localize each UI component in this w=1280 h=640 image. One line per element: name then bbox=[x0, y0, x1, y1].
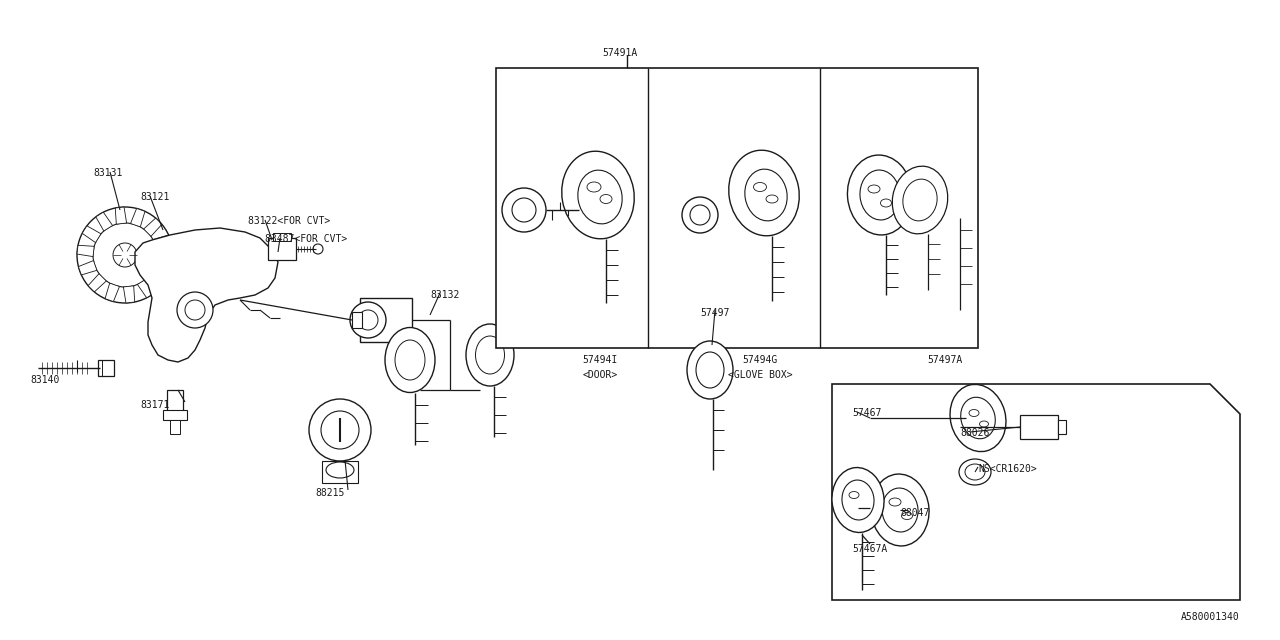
Bar bbox=[273, 233, 291, 241]
Polygon shape bbox=[137, 279, 154, 298]
Text: 88215: 88215 bbox=[315, 488, 344, 498]
Text: NS<CR1620>: NS<CR1620> bbox=[978, 464, 1037, 474]
Ellipse shape bbox=[961, 397, 996, 439]
Polygon shape bbox=[88, 274, 106, 292]
Ellipse shape bbox=[385, 328, 435, 392]
Polygon shape bbox=[143, 218, 163, 236]
Text: 57467: 57467 bbox=[852, 408, 882, 418]
Circle shape bbox=[186, 300, 205, 320]
Text: 57467A: 57467A bbox=[852, 544, 887, 554]
Ellipse shape bbox=[849, 492, 859, 499]
Ellipse shape bbox=[696, 352, 724, 388]
Text: 83131: 83131 bbox=[93, 168, 123, 178]
Ellipse shape bbox=[902, 179, 937, 221]
Ellipse shape bbox=[321, 411, 358, 449]
Ellipse shape bbox=[600, 195, 612, 204]
Bar bbox=[163, 410, 187, 420]
Ellipse shape bbox=[475, 336, 504, 374]
Ellipse shape bbox=[396, 340, 425, 380]
Bar bbox=[166, 390, 183, 418]
Circle shape bbox=[682, 197, 718, 233]
Ellipse shape bbox=[979, 421, 988, 427]
Circle shape bbox=[113, 243, 137, 267]
Circle shape bbox=[314, 244, 323, 254]
Ellipse shape bbox=[466, 324, 515, 386]
Ellipse shape bbox=[577, 170, 622, 224]
Bar bbox=[352, 312, 362, 328]
Bar bbox=[497, 68, 978, 348]
Polygon shape bbox=[115, 207, 127, 224]
Text: 88047: 88047 bbox=[900, 508, 929, 518]
Text: 57491A: 57491A bbox=[603, 48, 637, 58]
Polygon shape bbox=[77, 245, 95, 257]
Bar bbox=[268, 238, 296, 260]
Polygon shape bbox=[156, 253, 173, 265]
Polygon shape bbox=[105, 283, 119, 301]
Polygon shape bbox=[123, 286, 134, 303]
Ellipse shape bbox=[326, 462, 355, 478]
Text: 83140: 83140 bbox=[29, 375, 59, 385]
Ellipse shape bbox=[562, 151, 635, 239]
Bar bbox=[99, 360, 114, 376]
Ellipse shape bbox=[754, 182, 767, 191]
Text: 88026: 88026 bbox=[960, 428, 989, 438]
Bar bbox=[1020, 415, 1059, 439]
Ellipse shape bbox=[965, 464, 986, 480]
Ellipse shape bbox=[890, 498, 901, 506]
Ellipse shape bbox=[969, 410, 979, 417]
Ellipse shape bbox=[745, 169, 787, 221]
Ellipse shape bbox=[860, 170, 900, 220]
Polygon shape bbox=[134, 228, 278, 362]
Text: 57494G: 57494G bbox=[742, 355, 778, 365]
Polygon shape bbox=[148, 268, 168, 284]
Ellipse shape bbox=[881, 199, 891, 207]
Ellipse shape bbox=[588, 182, 602, 192]
Ellipse shape bbox=[868, 185, 881, 193]
Ellipse shape bbox=[950, 385, 1006, 452]
Ellipse shape bbox=[847, 155, 913, 235]
Text: 57497A: 57497A bbox=[928, 355, 963, 365]
Circle shape bbox=[690, 205, 710, 225]
Ellipse shape bbox=[832, 468, 884, 532]
Ellipse shape bbox=[842, 480, 874, 520]
Ellipse shape bbox=[728, 150, 799, 236]
Polygon shape bbox=[131, 209, 145, 227]
Ellipse shape bbox=[882, 488, 918, 532]
Bar bbox=[323, 461, 358, 483]
Polygon shape bbox=[78, 260, 97, 275]
Ellipse shape bbox=[687, 341, 733, 399]
Text: 83171: 83171 bbox=[140, 400, 169, 410]
Text: 57497: 57497 bbox=[700, 308, 730, 318]
Text: 83487<FOR CVT>: 83487<FOR CVT> bbox=[265, 234, 347, 244]
Text: <DOOR>: <DOOR> bbox=[582, 370, 618, 380]
Ellipse shape bbox=[870, 474, 929, 546]
Ellipse shape bbox=[765, 195, 778, 203]
Circle shape bbox=[349, 302, 387, 338]
Ellipse shape bbox=[959, 459, 991, 485]
Bar bbox=[360, 298, 412, 342]
Text: 83121: 83121 bbox=[140, 192, 169, 202]
Polygon shape bbox=[96, 212, 113, 231]
Bar bbox=[1059, 420, 1066, 434]
Polygon shape bbox=[154, 235, 172, 250]
Ellipse shape bbox=[892, 166, 947, 234]
Text: 83132: 83132 bbox=[430, 290, 460, 300]
Circle shape bbox=[502, 188, 547, 232]
Ellipse shape bbox=[901, 513, 913, 520]
Circle shape bbox=[512, 198, 536, 222]
Bar bbox=[170, 420, 180, 434]
Circle shape bbox=[177, 292, 212, 328]
Text: 83122<FOR CVT>: 83122<FOR CVT> bbox=[248, 216, 330, 226]
Polygon shape bbox=[832, 384, 1240, 600]
Ellipse shape bbox=[308, 399, 371, 461]
Text: 57494I: 57494I bbox=[582, 355, 618, 365]
Text: A580001340: A580001340 bbox=[1181, 612, 1240, 622]
Circle shape bbox=[358, 310, 378, 330]
Circle shape bbox=[77, 207, 173, 303]
Circle shape bbox=[93, 223, 157, 287]
Text: <GLOVE BOX>: <GLOVE BOX> bbox=[728, 370, 792, 380]
Polygon shape bbox=[82, 226, 101, 243]
